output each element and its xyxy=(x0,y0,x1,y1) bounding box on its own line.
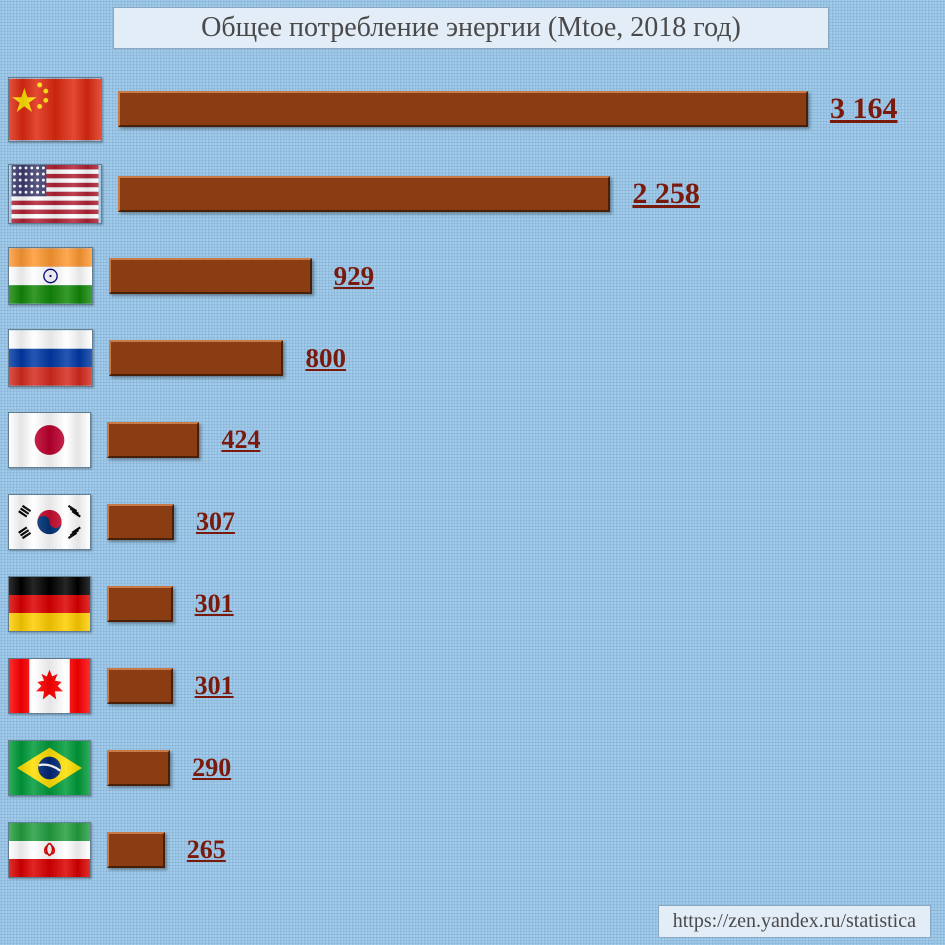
india-flag-icon xyxy=(8,247,93,305)
bar-japan xyxy=(107,422,199,458)
value-label-russia: 800 xyxy=(305,343,346,374)
bar-usa xyxy=(118,176,610,212)
source-link: https://zen.yandex.ru/statistica xyxy=(658,905,931,938)
value-label-india: 929 xyxy=(334,261,375,292)
bar-row-brazil: 290 xyxy=(8,727,937,809)
bar-row-germany: 301 xyxy=(8,563,937,645)
chart-rows: 3 164 2 258 929 800 424 307 301 301 290 265 xyxy=(8,66,937,891)
value-label-canada: 301 xyxy=(195,671,234,701)
bar-india xyxy=(109,258,312,294)
bar-canada xyxy=(107,668,173,704)
bar-germany xyxy=(107,586,173,622)
bar-row-china: 3 164 xyxy=(8,66,937,152)
bar-iran xyxy=(107,832,165,868)
russia-flag-icon xyxy=(8,329,93,387)
chart-title: Общее потребление энергии (Mtoe, 2018 го… xyxy=(113,7,829,49)
bar-brazil xyxy=(107,750,170,786)
japan-flag-icon xyxy=(8,412,91,468)
brazil-flag-icon xyxy=(8,740,91,796)
bar-row-usa: 2 258 xyxy=(8,152,937,235)
value-label-usa: 2 258 xyxy=(632,177,700,211)
bar-russia xyxy=(109,340,283,376)
value-label-brazil: 290 xyxy=(192,753,231,783)
bar-row-japan: 424 xyxy=(8,399,937,481)
bar-row-iran: 265 xyxy=(8,809,937,891)
bar-china xyxy=(118,91,808,127)
value-label-china: 3 164 xyxy=(830,92,898,126)
bar-row-india: 929 xyxy=(8,235,937,317)
bar-row-russia: 800 xyxy=(8,317,937,399)
bar-row-south-korea: 307 xyxy=(8,481,937,563)
canada-flag-icon xyxy=(8,658,91,714)
germany-flag-icon xyxy=(8,576,91,632)
value-label-germany: 301 xyxy=(195,589,234,619)
south-korea-flag-icon xyxy=(8,494,91,550)
bar-south-korea xyxy=(107,504,174,540)
china-flag-icon xyxy=(8,77,102,142)
value-label-iran: 265 xyxy=(187,835,226,865)
value-label-japan: 424 xyxy=(221,425,260,455)
iran-flag-icon xyxy=(8,822,91,878)
bar-row-canada: 301 xyxy=(8,645,937,727)
value-label-south-korea: 307 xyxy=(196,507,235,537)
usa-flag-icon xyxy=(8,164,102,224)
